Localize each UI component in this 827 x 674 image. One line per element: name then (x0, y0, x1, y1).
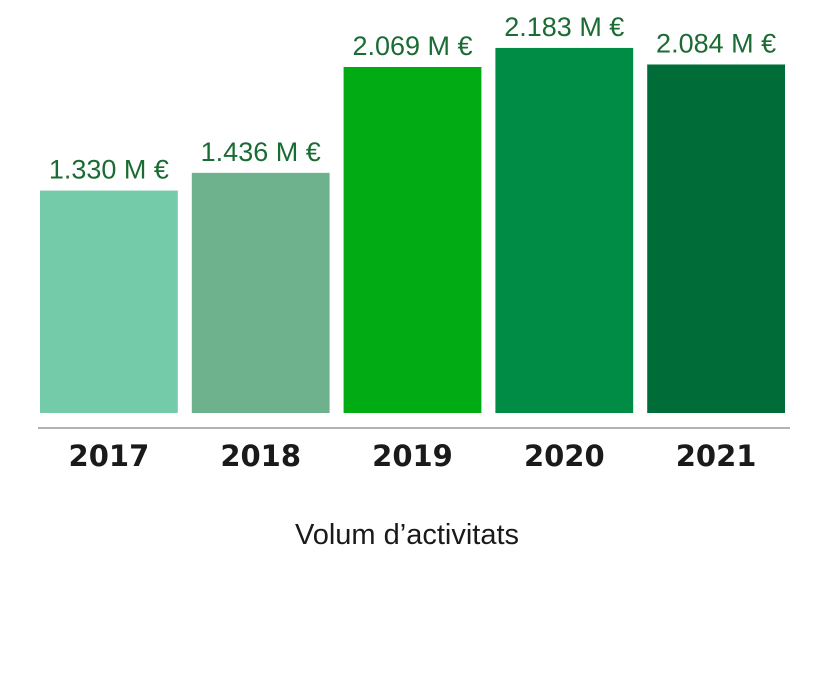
bar-2018 (191, 172, 330, 413)
bar-2017 (40, 190, 178, 413)
bars-group (40, 47, 785, 413)
bar-2019 (343, 66, 482, 413)
x-axis-label: Volum d’activitats (295, 519, 519, 551)
x-tick-label-2020: 2020 (524, 439, 605, 473)
value-label-2017: 1.330 M € (49, 155, 169, 185)
x-tick-label-2021: 2021 (676, 439, 757, 473)
x-tick-labels-group: 2017 2018 2019 2020 2021 (69, 439, 757, 473)
bar-2021 (647, 64, 785, 413)
x-tick-label-2018: 2018 (220, 439, 301, 473)
x-tick-label-2019: 2019 (372, 439, 453, 473)
value-label-2018: 1.436 M € (201, 137, 321, 167)
value-label-2020: 2.183 M € (504, 12, 624, 42)
value-label-2019: 2.069 M € (352, 31, 472, 61)
value-labels-group: 1.330 M € 1.436 M € 2.069 M € 2.183 M € 2.08… (49, 12, 776, 185)
value-label-2021: 2.084 M € (656, 28, 776, 58)
bar-2020 (495, 47, 634, 413)
x-tick-label-2017: 2017 (69, 439, 150, 473)
